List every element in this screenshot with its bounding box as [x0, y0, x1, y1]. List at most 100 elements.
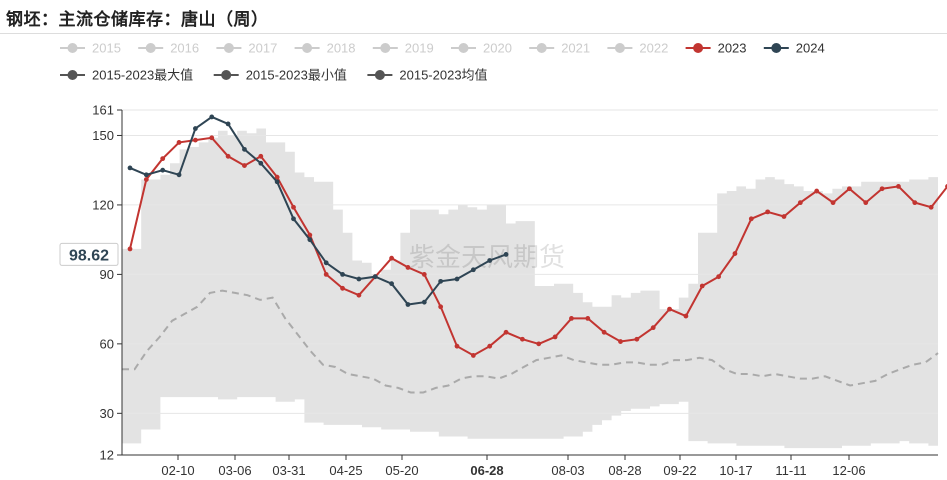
data-point-2023	[847, 186, 852, 192]
data-point-2023	[323, 271, 329, 277]
data-point-2023	[716, 274, 721, 280]
legend-item[interactable]: 2017	[216, 41, 277, 56]
data-point-2023	[797, 200, 803, 206]
average-series	[122, 289, 939, 394]
data-point-2024	[421, 299, 427, 305]
data-point-2023	[683, 313, 689, 319]
data-point-2023	[340, 285, 345, 291]
data-point-2023	[421, 271, 427, 277]
y-tick-label: 30	[100, 406, 114, 421]
data-point-2023	[863, 200, 869, 206]
data-point-2023	[258, 153, 264, 159]
x-tick-label: 08-28	[608, 463, 641, 478]
data-point-2023	[896, 184, 901, 189]
legend-item[interactable]: 2024	[763, 41, 825, 56]
legend-label: 2021	[561, 41, 590, 56]
data-point-2023	[830, 200, 836, 206]
data-point-2024	[274, 179, 280, 185]
legend-item[interactable]: 2015-2023最大值	[60, 68, 193, 83]
data-point-2023	[274, 174, 280, 180]
data-point-2023	[470, 353, 476, 358]
data-point-2023	[389, 255, 394, 261]
data-point-2023	[601, 329, 607, 335]
legend-item[interactable]: 2015	[60, 41, 121, 56]
max-min-band	[122, 128, 938, 449]
legend-marker	[536, 43, 547, 53]
data-point-2023	[634, 336, 640, 342]
legend-marker	[380, 43, 391, 53]
data-point-2024	[193, 126, 198, 131]
data-point-2024	[503, 252, 509, 257]
data-point-2024	[454, 276, 460, 282]
data-point-2023	[438, 304, 444, 310]
data-point-2023	[585, 315, 591, 321]
data-point-2023	[291, 204, 296, 210]
data-point-2023	[356, 292, 362, 298]
legend-marker	[223, 43, 234, 53]
legend-item[interactable]: 2016	[138, 41, 199, 56]
data-point-2023	[814, 188, 820, 194]
y-tick-label: 12	[100, 448, 114, 463]
legend-marker	[693, 43, 704, 53]
data-point-2023	[748, 216, 754, 222]
data-point-2024	[127, 165, 133, 171]
legend-item[interactable]: 2021	[529, 41, 590, 56]
legend: 2015 2016 2017 2018 2019 2020 2021 2022 2023 2024…	[60, 41, 825, 83]
grid	[122, 109, 938, 414]
y-tick-label: 161	[92, 103, 114, 118]
legend-label: 2019	[405, 41, 434, 56]
data-point-2023	[765, 209, 771, 215]
legend-item[interactable]: 2018	[294, 41, 356, 56]
legend-label: 2017	[248, 41, 277, 56]
y-pointer-label: 98.62	[59, 242, 119, 266]
legend-marker	[67, 43, 78, 53]
legend-marker	[145, 43, 156, 53]
data-series	[127, 114, 947, 358]
data-point-2024	[160, 167, 166, 173]
data-point-2023	[879, 186, 885, 192]
data-point-2024	[143, 172, 149, 178]
legend-item[interactable]: 2020	[451, 41, 512, 56]
x-tick-label: 03-06	[218, 463, 251, 478]
data-point-2023	[143, 177, 149, 182]
axes: 12 30 60 90 120 150 161 02-10 03-06 03-31 04-25 05-…	[59, 103, 938, 478]
legend-item[interactable]: 2023	[685, 41, 747, 56]
legend-marker	[458, 43, 469, 53]
legend-label: 2015-2023均值	[399, 68, 487, 83]
data-point-2023	[209, 135, 215, 141]
legend-item[interactable]: 2015-2023均值	[367, 68, 488, 83]
legend-label: 2015-2023最大值	[92, 68, 193, 83]
x-pointer-label: 06-28	[470, 463, 503, 478]
data-point-2023	[160, 156, 166, 162]
x-tick-label: 10-17	[719, 463, 752, 478]
watermark: 紫金天风期货	[409, 242, 565, 272]
legend-item[interactable]: 2022	[607, 41, 668, 56]
data-point-2023	[732, 251, 738, 256]
data-point-2024	[487, 258, 493, 263]
legend-label: 2016	[170, 41, 199, 56]
data-point-2023	[569, 315, 574, 321]
y-tick-label: 60	[100, 336, 114, 351]
legend-marker	[221, 70, 232, 80]
y-pointer-value: 98.62	[69, 247, 109, 264]
y-tick-label: 150	[92, 128, 114, 143]
legend-item[interactable]: 2015-2023最小值	[213, 68, 347, 83]
legend-label: 2022	[639, 41, 668, 56]
data-point-2023	[225, 153, 231, 159]
data-point-2024	[438, 278, 444, 284]
data-point-2023	[487, 343, 493, 349]
legend-marker	[771, 43, 782, 53]
x-tick-label: 08-03	[551, 463, 584, 478]
title-divider	[0, 33, 947, 34]
legend-label: 2018	[327, 41, 356, 56]
x-tick-label: 09-22	[663, 463, 696, 478]
x-tick-label: 02-10	[161, 463, 194, 478]
x-tick-label: 11-11	[775, 463, 806, 478]
data-point-2023	[650, 325, 656, 331]
legend-item[interactable]: 2019	[372, 41, 434, 56]
data-point-2023	[912, 200, 918, 206]
data-point-2024	[258, 160, 264, 166]
data-point-2024	[356, 276, 362, 282]
legend-label: 2020	[483, 41, 512, 56]
data-point-2023	[127, 246, 133, 252]
